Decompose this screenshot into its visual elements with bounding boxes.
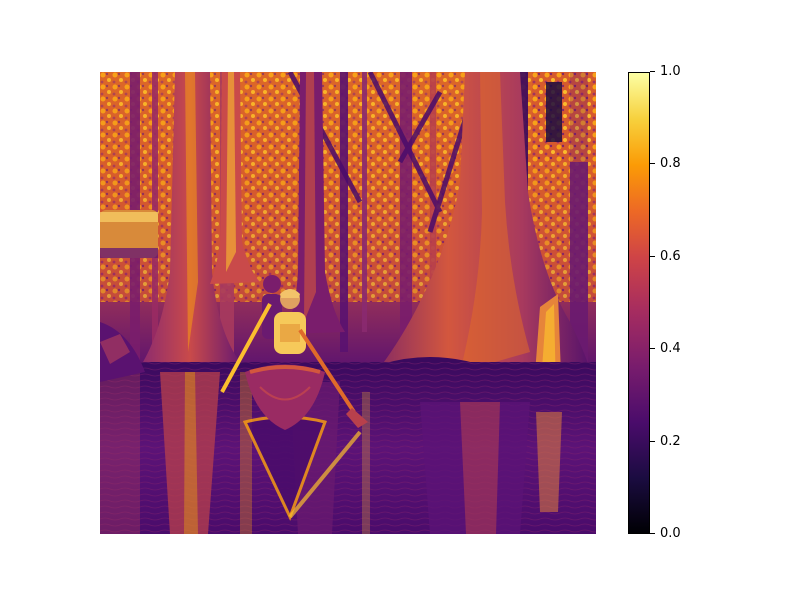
colorbar: 0.0 0.2 0.4 0.6 0.8 1.0 [628,64,681,541]
swamp-image [100,72,596,534]
swamp-image-svg [100,72,596,534]
colorbar-tick: 0.0 [650,526,700,541]
colorbar-tick: 0.4 [650,341,700,356]
colorbar-tick: 0.6 [650,249,700,264]
colorbar-gradient [628,72,650,534]
colorbar-tick-label: 0.0 [660,526,681,541]
colorbar-tick-label: 0.6 [660,249,681,264]
colorbar-tick-label: 0.8 [660,156,681,171]
colorbar-tick-label: 0.2 [660,434,681,449]
colorbar-tick-label: 1.0 [660,64,681,79]
colorbar-tick-label: 0.4 [660,341,681,356]
colorbar-tick: 0.2 [650,434,700,449]
colorbar-tick: 1.0 [650,64,700,79]
colorbar-tick: 0.8 [650,156,700,171]
